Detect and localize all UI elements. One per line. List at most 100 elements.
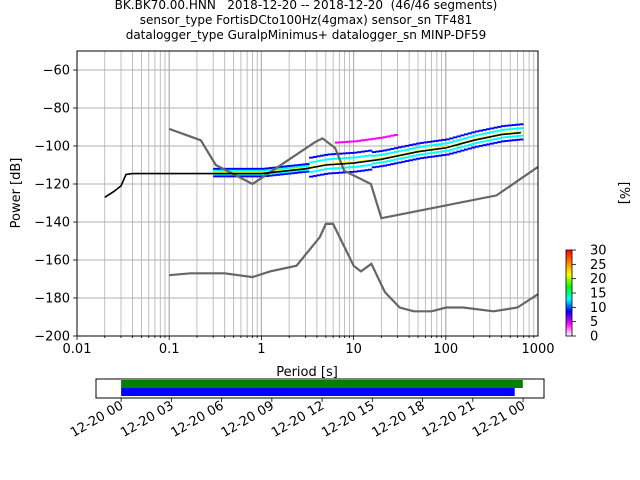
timeline-bar bbox=[121, 388, 515, 396]
ppsd-cell bbox=[213, 173, 218, 176]
ppsd-cell bbox=[497, 125, 502, 128]
noise-model-nhnm bbox=[168, 127, 538, 220]
ppsd-cell bbox=[320, 159, 325, 162]
ppsd-cell bbox=[390, 151, 395, 154]
ppsd-cell bbox=[224, 175, 229, 178]
ppsd-cell bbox=[427, 144, 432, 147]
ppsd-cell bbox=[338, 141, 343, 144]
ppsd-cell bbox=[224, 167, 229, 170]
ppsd-cell bbox=[216, 175, 222, 178]
ppsd-cell bbox=[257, 173, 262, 176]
ppsd-cell bbox=[404, 156, 410, 159]
grid bbox=[76, 51, 539, 337]
y-tick-label: −140 bbox=[34, 216, 70, 231]
x-tick-label: 10 bbox=[345, 342, 362, 357]
ppsd-cell bbox=[305, 170, 310, 173]
timeline-tick-label: 12-20 00 bbox=[68, 398, 126, 440]
ppsd-cell bbox=[427, 140, 432, 143]
ppsd-cell bbox=[353, 151, 358, 154]
ppsd-cell bbox=[268, 167, 273, 169]
ppsd-cell bbox=[419, 157, 424, 160]
ppsd-cell bbox=[463, 144, 469, 147]
ppsd-cell bbox=[493, 130, 498, 133]
ppsd-cell bbox=[401, 157, 406, 159]
ppsd-cell bbox=[375, 165, 380, 168]
ppsd-cell bbox=[220, 175, 225, 178]
ppsd-cell bbox=[216, 167, 222, 170]
ppsd-cell bbox=[489, 142, 494, 145]
ppsd-cell bbox=[357, 170, 362, 173]
ppsd-cell bbox=[327, 162, 332, 165]
ppsd-cell bbox=[475, 134, 480, 137]
ppsd-cell bbox=[349, 161, 354, 164]
ppsd-cell bbox=[441, 138, 447, 141]
colorbar-tick-label: 5 bbox=[590, 315, 598, 330]
ppsd-cell bbox=[471, 131, 476, 134]
ppsd-cell bbox=[272, 172, 277, 175]
ppsd-cell bbox=[497, 137, 502, 140]
ppsd-cell bbox=[452, 140, 458, 143]
ppsd-cell bbox=[515, 123, 520, 126]
ppsd-cell bbox=[264, 175, 270, 177]
ppsd-cell bbox=[393, 147, 399, 150]
ppsd-cell bbox=[486, 139, 491, 142]
ppsd-cell bbox=[334, 162, 340, 165]
ppsd-cell bbox=[463, 137, 469, 140]
plot-frame bbox=[76, 50, 539, 337]
ppsd-cell bbox=[449, 148, 454, 151]
ppsd-cell bbox=[508, 135, 513, 138]
ppsd-cell bbox=[253, 167, 258, 170]
ppsd-density-field bbox=[213, 123, 524, 178]
ppsd-cell bbox=[449, 141, 454, 144]
ppsd-cell bbox=[342, 141, 347, 144]
ppsd-cell bbox=[519, 127, 524, 130]
ppsd-cell bbox=[416, 154, 421, 156]
ppsd-cell bbox=[500, 136, 506, 139]
ppsd-cell bbox=[371, 162, 376, 165]
ppsd-cell bbox=[478, 129, 483, 132]
ppsd-cell bbox=[390, 159, 395, 162]
ppsd-cell bbox=[511, 127, 517, 130]
ppsd-cell bbox=[427, 156, 432, 159]
ppsd-cell bbox=[471, 135, 476, 138]
ppsd-cell bbox=[493, 126, 498, 129]
ppsd-cell bbox=[430, 140, 435, 143]
ppsd-cell bbox=[357, 151, 362, 154]
ppsd-cell bbox=[441, 150, 447, 153]
ppsd-cell bbox=[460, 145, 465, 148]
ppsd-cell bbox=[482, 140, 487, 143]
ppsd-cell bbox=[309, 161, 314, 164]
ppsd-cell bbox=[345, 161, 351, 164]
ppsd-cell bbox=[338, 157, 343, 160]
ppsd-cell bbox=[213, 171, 218, 174]
ppsd-cell bbox=[456, 139, 461, 142]
ppsd-cell bbox=[364, 138, 369, 141]
y-tick-label: −180 bbox=[34, 292, 70, 307]
ppsd-cell bbox=[500, 128, 506, 131]
ppsd-cell bbox=[497, 129, 502, 132]
ppsd-cell bbox=[250, 175, 255, 178]
ppsd-cell bbox=[242, 167, 247, 170]
ppsd-cell bbox=[338, 152, 343, 155]
y-tick-label: −100 bbox=[34, 140, 70, 155]
ppsd-cell bbox=[508, 139, 513, 142]
ppsd-cell bbox=[386, 163, 391, 166]
ppsd-cell bbox=[320, 173, 325, 176]
x-tick-label: 1 bbox=[257, 342, 265, 357]
ppsd-cell bbox=[371, 154, 376, 157]
ppsd-cell bbox=[261, 173, 266, 176]
ppsd-cell bbox=[279, 165, 284, 168]
ppsd-cell bbox=[279, 167, 284, 170]
ppsd-cell bbox=[283, 171, 288, 174]
ppsd-cell bbox=[227, 175, 233, 178]
ppsd-cell bbox=[320, 154, 325, 157]
ppsd-cell bbox=[412, 147, 417, 150]
ppsd-cell bbox=[257, 171, 262, 174]
ppsd-cell bbox=[220, 173, 225, 176]
ppsd-cell bbox=[253, 169, 258, 172]
ppsd-cell bbox=[250, 171, 255, 174]
ppsd-cell bbox=[404, 148, 410, 151]
ppsd-cell bbox=[401, 160, 406, 163]
ppsd-cell bbox=[246, 175, 251, 178]
